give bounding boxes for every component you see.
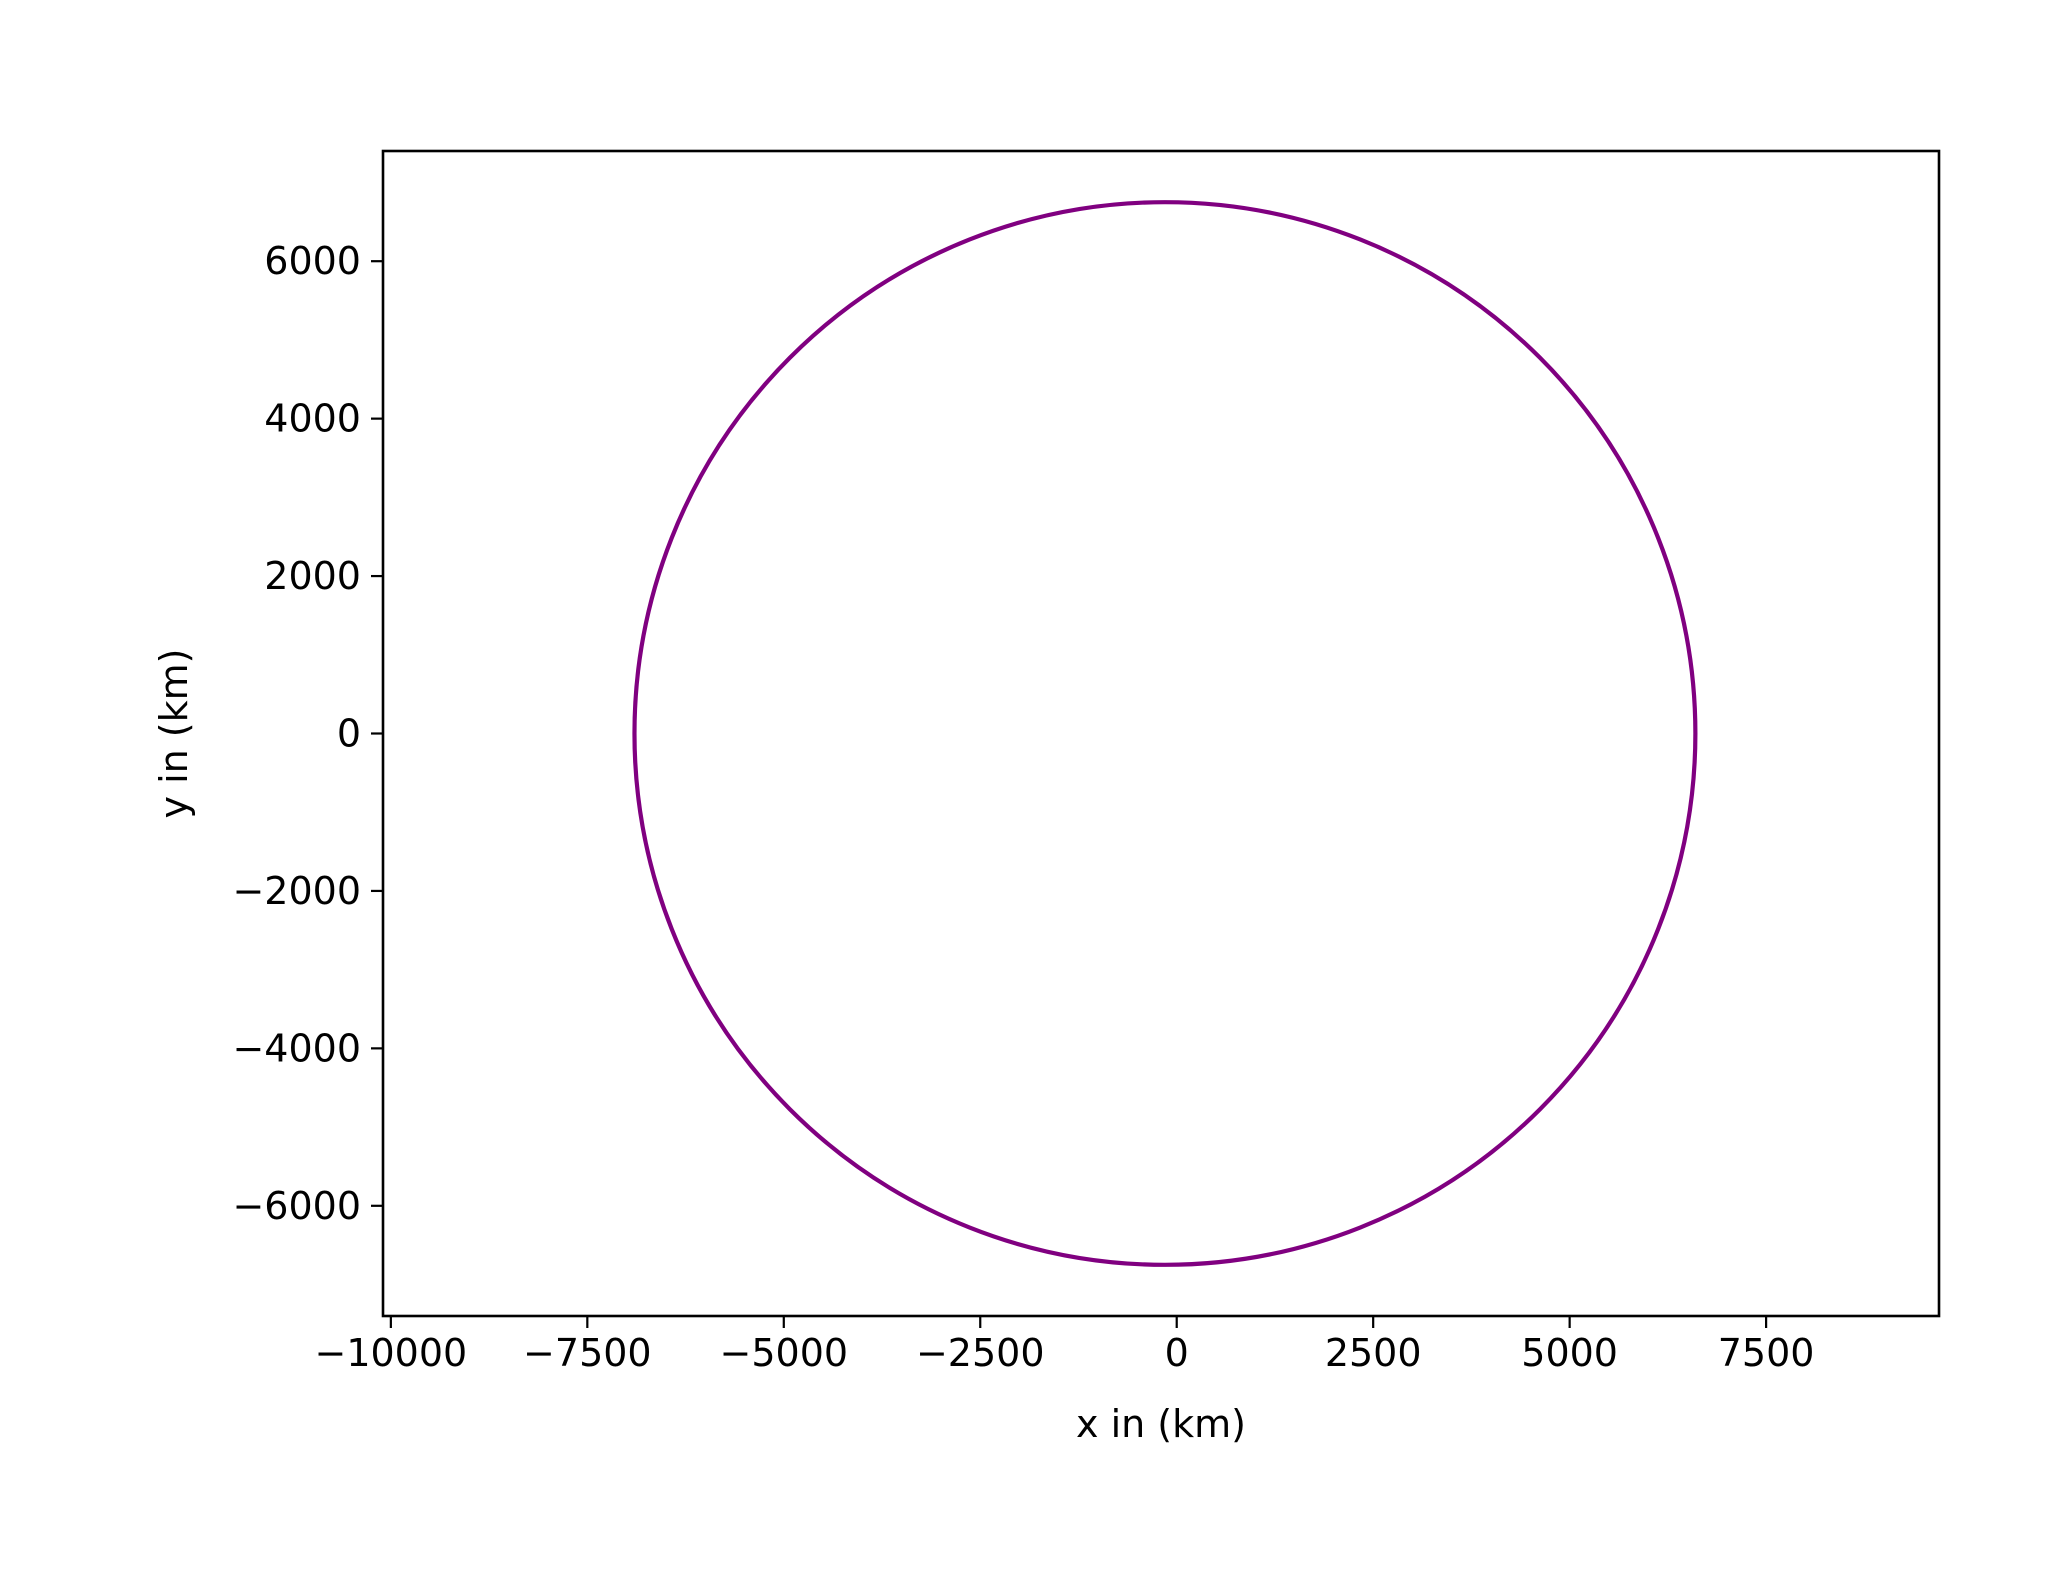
plot-area — [632, 200, 1698, 1267]
x-axis-label: x in (km) — [1076, 1402, 1246, 1446]
x-tick-label: −2500 — [916, 1331, 1045, 1375]
x-tick-label: −7500 — [523, 1331, 652, 1375]
x-tick-label: 7500 — [1718, 1331, 1815, 1375]
x-tick-label: 5000 — [1521, 1331, 1618, 1375]
x-tick-label: 0 — [1165, 1331, 1189, 1375]
x-axis-ticks: −10000 −7500 −5000 −2500 0 2500 5000 7500 — [314, 1316, 1814, 1375]
y-tick-label: 0 — [337, 712, 361, 756]
y-tick-label: −2000 — [232, 869, 361, 913]
y-axis-ticks: −6000 −4000 −2000 0 2000 4000 6000 — [232, 239, 383, 1228]
x-tick-label: −10000 — [314, 1331, 467, 1375]
x-tick-label: 2500 — [1325, 1331, 1422, 1375]
y-tick-label: −6000 — [232, 1184, 361, 1228]
y-tick-label: 4000 — [264, 397, 361, 441]
y-tick-label: −4000 — [232, 1026, 361, 1070]
x-tick-label: −5000 — [720, 1331, 849, 1375]
orbit-series-line — [632, 200, 1698, 1267]
y-axis-label: y in (km) — [152, 649, 196, 819]
y-tick-label: 2000 — [264, 554, 361, 598]
y-tick-label: 6000 — [264, 239, 361, 283]
